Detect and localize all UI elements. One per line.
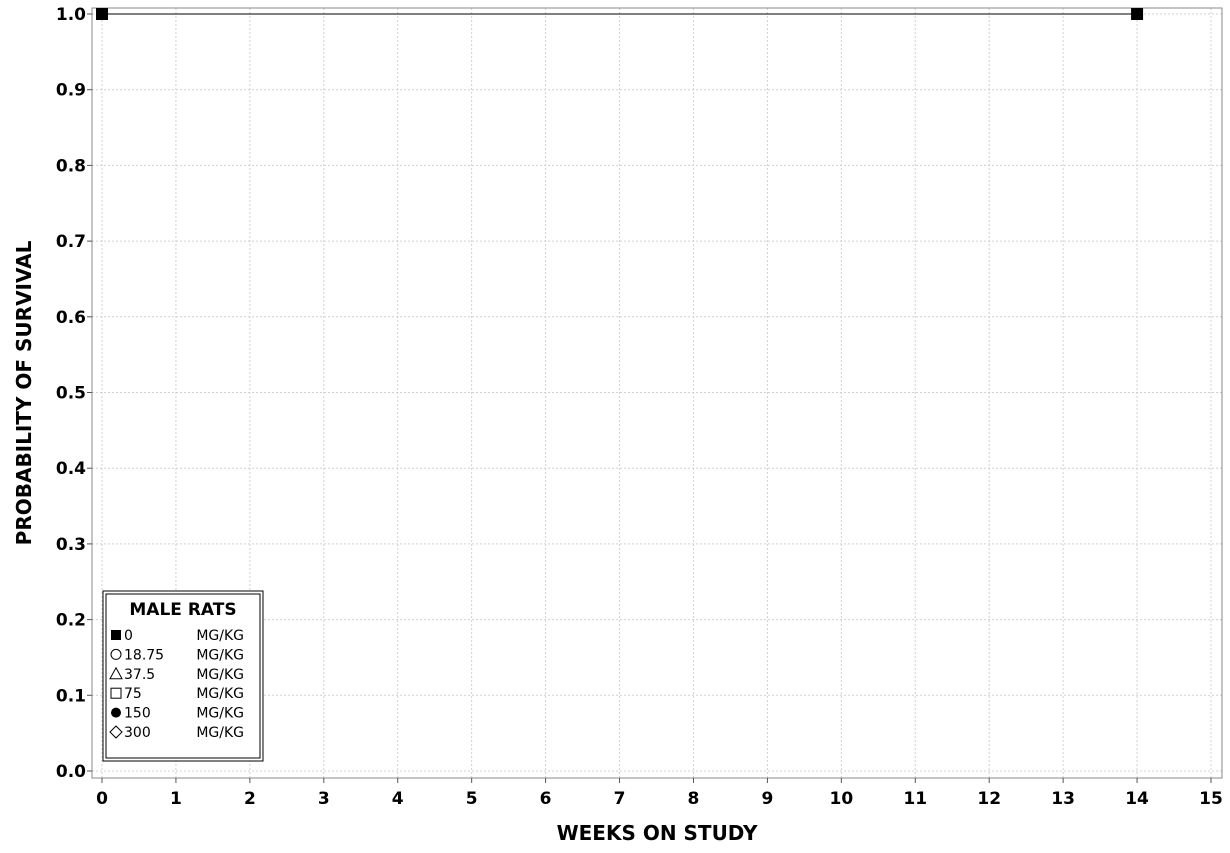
x-tick-label: 0 [96,789,108,809]
x-tick-label: 14 [1125,789,1149,809]
legend-marker-open-circle [110,648,122,660]
y-tick-label: 0.2 [56,611,86,631]
legend-unit: MG/KG [196,667,244,683]
legend-unit: MG/KG [196,628,244,644]
legend-marker-open-square [110,687,122,699]
y-tick-label: 0.3 [56,535,86,555]
legend-marker-filled-circle [111,707,121,718]
y-tick-label: 0.5 [56,384,86,404]
x-tick-label: 2 [244,789,256,809]
x-tick-label: 15 [1199,789,1223,809]
x-tick-label: 3 [318,789,330,809]
x-tick-label: 4 [392,789,404,809]
legend: MALE RATS 0 MG/KG 18.75 MG/KG 37.5 MG/KG 75 MG/… [102,590,264,762]
y-tick-label: 0.6 [56,308,86,328]
legend-dose: 37.5 [124,667,155,683]
legend-marker-open-diamond [109,725,123,739]
legend-unit: MG/KG [196,706,244,722]
x-tick-label: 9 [761,789,773,809]
y-tick-label: 0.8 [56,156,86,176]
y-tick-label: 0.0 [56,762,86,782]
x-tick-label: 1 [170,789,182,809]
legend-border-outer [102,590,264,762]
tick-labels: 0 1 2 3 4 5 6 7 8 9 10 11 12 13 14 150.00.10.20.30.40.5… [56,5,1223,809]
legend-title: MALE RATS [129,600,236,620]
x-tick-label: 10 [829,789,853,809]
y-tick-label: 0.7 [56,232,86,252]
legend-unit: MG/KG [196,647,244,663]
legend-unit: MG/KG [196,725,244,741]
legend-dose: 18.75 [124,647,164,663]
legend-dose: 300 [124,725,151,741]
x-tick-label: 12 [977,789,1001,809]
legend-marker-open-triangle [109,666,123,680]
y-tick-label: 0.9 [56,81,86,101]
x-tick-label: 7 [614,789,626,809]
y-axis-title: PROBABILITY OF SURVIVAL [12,240,36,545]
legend-marker-filled-square [111,630,121,640]
legend-dose: 0 [124,628,133,644]
x-tick-label: 8 [688,789,700,809]
series-marker [1131,8,1144,20]
legend-border-inner [105,593,261,759]
gridlines [92,8,1222,778]
legend-dose: 75 [124,686,142,702]
series-marker [96,8,108,20]
x-tick-label: 11 [903,789,927,809]
legend-entries: 0 MG/KG 18.75 MG/KG 37.5 MG/KG 75 MG/KG 150 MG/KG… [109,628,244,741]
legend-dose: 150 [124,706,151,722]
y-tick-label: 1.0 [56,5,86,25]
x-axis-title: WEEKS ON STUDY [557,821,758,845]
x-tick-label: 6 [540,789,552,809]
series-layer [96,8,1144,20]
y-tick-label: 0.1 [56,686,86,706]
x-tick-label: 13 [1051,789,1075,809]
legend-unit: MG/KG [196,686,244,702]
y-tick-label: 0.4 [56,459,86,479]
x-tick-label: 5 [466,789,478,809]
